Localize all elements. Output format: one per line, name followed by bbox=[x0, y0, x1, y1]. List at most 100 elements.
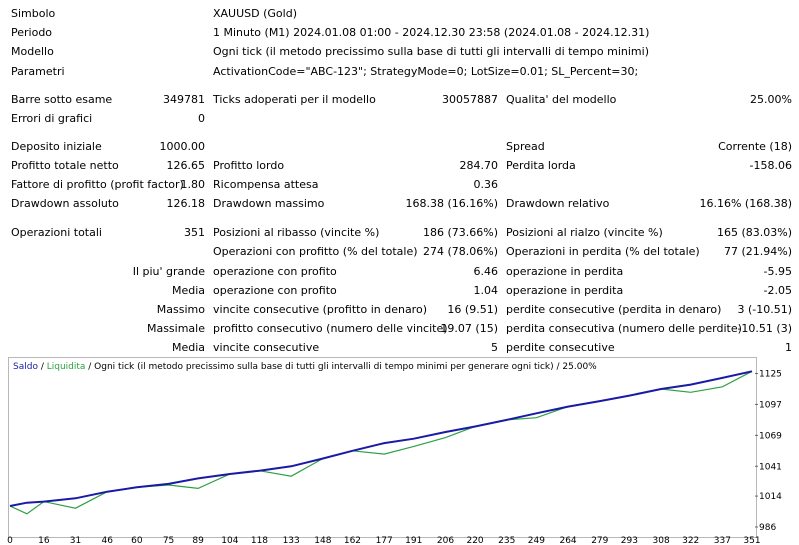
x-tick-label: 206 bbox=[437, 536, 454, 545]
label-profit-factor: Fattore di profitto (profit factor) bbox=[11, 178, 184, 191]
legend-description: / Ogni tick (il metodo precissimo sulla … bbox=[85, 362, 597, 372]
x-tick-label: 0 bbox=[7, 536, 13, 545]
label-quality: Qualita' del modello bbox=[506, 93, 617, 106]
value-quality: 25.00% bbox=[750, 93, 792, 106]
label-model: Modello bbox=[11, 45, 54, 58]
x-tick-label: 46 bbox=[102, 536, 114, 545]
x-tick-label: 308 bbox=[653, 536, 670, 545]
value-maximal-profit: 19.07 (15) bbox=[440, 322, 498, 335]
label-rel-drawdown: Drawdown relativo bbox=[506, 197, 610, 210]
legend-balance: Saldo bbox=[13, 362, 38, 372]
x-tick-label: 162 bbox=[344, 536, 361, 545]
value-largest-profit: 6.46 bbox=[473, 265, 499, 278]
x-tick-label: 148 bbox=[314, 536, 331, 545]
value-avg-wins: 5 bbox=[491, 341, 498, 354]
label-parameters: Parametri bbox=[11, 65, 65, 78]
value-expected-payoff: 0.36 bbox=[473, 178, 499, 191]
value-spread: Corrente (18) bbox=[718, 140, 792, 153]
value-long-positions: 165 (83.03%) bbox=[716, 226, 792, 239]
label-deposit: Deposito iniziale bbox=[11, 140, 102, 153]
series-line-balance bbox=[9, 370, 753, 507]
chart-legend: Saldo / Liquidita / Ogni tick (il metodo… bbox=[13, 362, 597, 373]
x-tick-label: 264 bbox=[559, 536, 576, 545]
x-tick-label: 293 bbox=[621, 536, 638, 545]
label-maximum: Massimo bbox=[156, 303, 205, 316]
label-bars: Barre sotto esame bbox=[11, 93, 113, 106]
x-tick-label: 235 bbox=[498, 536, 515, 545]
x-tick-label: 133 bbox=[283, 536, 300, 545]
value-gross-profit: 284.70 bbox=[459, 159, 499, 172]
value-average-loss: -2.05 bbox=[763, 284, 792, 297]
value-maximal-loss: -10.51 (3) bbox=[737, 322, 792, 335]
label-max-losses: perdite consecutive (perdita in denaro) bbox=[506, 303, 722, 316]
label-avg-losses: perdite consecutive bbox=[506, 341, 615, 354]
label-net-profit: Profitto totale netto bbox=[11, 159, 119, 172]
value-short-positions: 186 (73.66%) bbox=[422, 226, 498, 239]
legend-separator: / bbox=[37, 362, 47, 372]
label-largest: Il piu' grande bbox=[132, 265, 205, 278]
value-average-profit: 1.04 bbox=[473, 284, 499, 297]
balance-chart bbox=[8, 357, 757, 538]
value-max-drawdown: 168.38 (16.16%) bbox=[405, 197, 498, 210]
x-tick-label: 60 bbox=[131, 536, 143, 545]
y-tick-label: 1041 bbox=[759, 462, 782, 472]
label-total-trades: Operazioni totali bbox=[11, 226, 102, 239]
x-tick-label: 104 bbox=[221, 536, 238, 545]
label-long-positions: Posizioni al rialzo (vincite %) bbox=[506, 226, 663, 239]
label-loss-trades: Operazioni in perdita (% del totale) bbox=[506, 245, 700, 258]
value-max-losses: 3 (-10.51) bbox=[737, 303, 792, 316]
legend-equity: Liquidita bbox=[46, 362, 86, 372]
label-maximal-loss: perdita consecutiva (numero delle perdit… bbox=[506, 322, 742, 335]
y-tick-label: 1014 bbox=[759, 492, 782, 502]
value-profit-factor: 1.80 bbox=[180, 178, 206, 191]
x-tick-label: 31 bbox=[70, 536, 81, 545]
label-maximal-profit: profitto consecutivo (numero delle vinci… bbox=[213, 322, 448, 335]
value-largest-loss: -5.95 bbox=[763, 265, 792, 278]
label-largest-profit: operazione con profito bbox=[213, 265, 337, 278]
label-short-positions: Posizioni al ribasso (vincite %) bbox=[213, 226, 380, 239]
value-abs-drawdown: 126.18 bbox=[166, 197, 206, 210]
x-tick-label: 249 bbox=[528, 536, 545, 545]
value-bars: 349781 bbox=[163, 93, 205, 106]
label-abs-drawdown: Drawdown assoluto bbox=[11, 197, 119, 210]
x-tick-label: 220 bbox=[466, 536, 483, 545]
label-avg-consecutive: Media bbox=[171, 341, 205, 354]
label-period: Periodo bbox=[11, 26, 53, 39]
value-symbol: XAUUSD (Gold) bbox=[213, 7, 297, 20]
value-loss-trades: 77 (21.94%) bbox=[723, 245, 792, 258]
x-tick-label: 337 bbox=[714, 536, 731, 545]
x-tick-label: 322 bbox=[682, 536, 699, 545]
x-tick-label: 177 bbox=[376, 536, 393, 545]
label-expected-payoff: Ricompensa attesa bbox=[213, 178, 319, 191]
label-errors: Errori di grafici bbox=[11, 112, 93, 125]
label-gross-profit: Profitto lordo bbox=[213, 159, 285, 172]
value-gross-loss: -158.06 bbox=[749, 159, 792, 172]
label-max-wins: vincite consecutive (profitto in denaro) bbox=[213, 303, 427, 316]
value-max-wins: 16 (9.51) bbox=[447, 303, 498, 316]
value-ticks: 30057887 bbox=[442, 93, 498, 106]
value-deposit: 1000.00 bbox=[159, 140, 206, 153]
label-avg-wins: vincite consecutive bbox=[213, 341, 320, 354]
label-profit-trades: Operazioni con profitto (% del totale) bbox=[213, 245, 418, 258]
label-max-drawdown: Drawdown massimo bbox=[213, 197, 325, 210]
label-average-profit: operazione con profito bbox=[213, 284, 337, 297]
label-largest-loss: operazione in perdita bbox=[506, 265, 624, 278]
value-avg-losses: 1 bbox=[785, 341, 792, 354]
value-period: 1 Minuto (M1) 2024.01.08 01:00 - 2024.12… bbox=[213, 26, 650, 39]
value-profit-trades: 274 (78.06%) bbox=[422, 245, 498, 258]
label-ticks: Ticks adoperati per il modello bbox=[213, 93, 376, 106]
y-tick-label: 1125 bbox=[759, 370, 782, 380]
value-model: Ogni tick (il metodo precissimo sulla ba… bbox=[213, 45, 649, 58]
value-errors: 0 bbox=[198, 112, 205, 125]
y-tick-label: 986 bbox=[759, 523, 776, 533]
label-gross-loss: Perdita lorda bbox=[506, 159, 576, 172]
label-symbol: Simbolo bbox=[11, 7, 56, 20]
x-tick-label: 118 bbox=[251, 536, 268, 545]
x-tick-label: 89 bbox=[192, 536, 204, 545]
value-rel-drawdown: 16.16% (168.38) bbox=[699, 197, 792, 210]
value-total-trades: 351 bbox=[184, 226, 205, 239]
label-maximal: Massimale bbox=[146, 322, 205, 335]
value-parameters: ActivationCode="ABC-123"; StrategyMode=0… bbox=[213, 65, 639, 78]
label-spread: Spread bbox=[506, 140, 545, 153]
